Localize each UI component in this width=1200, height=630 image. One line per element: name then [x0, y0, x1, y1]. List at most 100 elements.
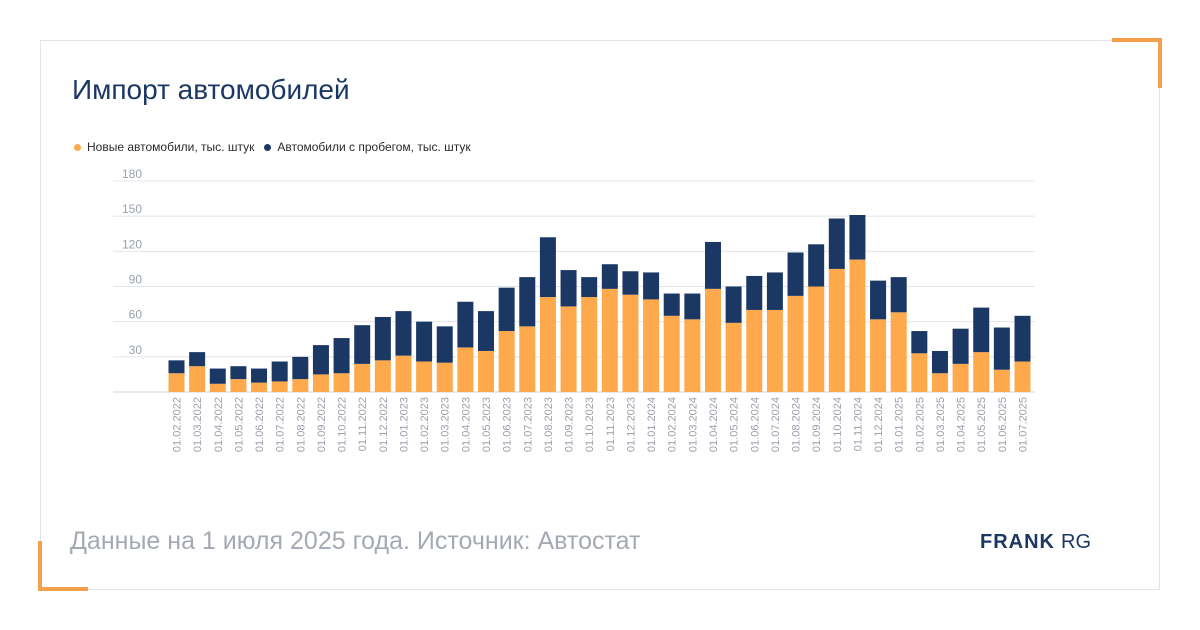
- x-tick-label: 01.07.2023: [522, 397, 534, 452]
- x-tick-label: 01.12.2024: [873, 397, 885, 452]
- bar-used: [395, 311, 412, 356]
- x-tick-label: 01.03.2023: [440, 397, 452, 452]
- bar-new: [230, 379, 247, 392]
- bar-new: [643, 299, 660, 392]
- x-tick-label: 01.05.2024: [729, 397, 741, 452]
- x-tick-label: 01.04.2024: [708, 397, 720, 452]
- x-tick-label: 01.09.2023: [564, 397, 576, 452]
- bar-new: [973, 352, 990, 392]
- bar-new: [704, 288, 721, 392]
- bar-used: [1014, 315, 1031, 362]
- bar-used: [952, 328, 969, 364]
- x-tick-label: 01.10.2024: [832, 397, 844, 452]
- bar-used: [890, 277, 907, 313]
- x-tick-label: 01.01.2024: [646, 397, 658, 452]
- bar-new: [416, 361, 433, 392]
- x-tick-label: 01.01.2025: [894, 397, 906, 452]
- x-tick-label: 01.11.2022: [357, 397, 369, 451]
- bar-used: [787, 252, 804, 296]
- bar-new: [787, 295, 804, 392]
- bar-new: [725, 322, 742, 392]
- x-tick-label: 01.08.2024: [791, 397, 803, 452]
- bar-used: [849, 214, 866, 260]
- x-tick-label: 01.12.2022: [378, 397, 390, 452]
- y-tick-label: 150: [122, 202, 142, 216]
- chart-title: Импорт автомобилей: [72, 74, 350, 105]
- bar-new: [519, 326, 536, 392]
- source-note: Данные на 1 июля 2025 года. Источник: Ав…: [70, 527, 641, 555]
- x-tick-label: 01.02.2022: [172, 397, 184, 452]
- bar-used: [725, 286, 742, 323]
- bar-used: [230, 366, 247, 380]
- bar-used: [251, 368, 268, 383]
- x-tick-label: 01.05.2023: [481, 397, 493, 452]
- bar-new: [436, 362, 453, 392]
- bar-new: [601, 288, 618, 392]
- x-tick-label: 01.03.2025: [935, 397, 947, 452]
- bar-new: [168, 373, 185, 392]
- bar-used: [622, 271, 639, 295]
- legend-dot-used: [264, 143, 272, 151]
- bar-new: [993, 369, 1010, 392]
- bar-used: [416, 321, 433, 362]
- bar-used: [292, 356, 309, 380]
- bar-new: [663, 315, 680, 392]
- legend-label-used: Автомобили с пробегом, тыс. штук: [277, 140, 471, 154]
- bar-used: [312, 345, 329, 375]
- x-tick-label: 01.08.2023: [543, 397, 555, 452]
- bar-used: [478, 311, 495, 351]
- brand-secondary: RG: [1061, 531, 1091, 553]
- bar-new: [478, 350, 495, 392]
- bar-used: [374, 316, 391, 361]
- y-tick-label: 180: [122, 167, 142, 181]
- legend-item-new: Новые автомобили, тыс. штук: [74, 140, 254, 154]
- bar-new: [911, 353, 928, 392]
- bar-used: [684, 293, 701, 320]
- bar-new: [931, 373, 948, 392]
- bar-used: [746, 275, 763, 310]
- bar-used: [457, 301, 474, 348]
- x-tick-label: 01.07.2025: [1018, 397, 1030, 452]
- x-tick-label: 01.04.2025: [956, 397, 968, 452]
- x-tick-label: 01.09.2022: [316, 397, 328, 452]
- x-tick-label: 01.06.2025: [997, 397, 1009, 452]
- bar-used: [271, 361, 288, 382]
- bar-used: [333, 338, 350, 374]
- x-tick-label: 01.10.2022: [337, 397, 349, 452]
- x-tick-label: 01.09.2024: [811, 397, 823, 452]
- x-tick-label: 01.03.2022: [192, 397, 204, 452]
- bar-new: [622, 294, 639, 392]
- x-tick-label: 01.07.2022: [275, 397, 287, 452]
- bar-new: [766, 309, 783, 392]
- bar-new: [209, 383, 226, 392]
- bar-new: [539, 297, 556, 392]
- bar-new: [189, 366, 206, 392]
- bar-used: [168, 360, 185, 374]
- corner-accent-top-right: [1112, 38, 1162, 88]
- bar-used: [560, 270, 577, 307]
- bar-used: [498, 287, 515, 332]
- bar-new: [292, 379, 309, 392]
- bar-used: [870, 280, 887, 320]
- bar-new: [271, 381, 288, 392]
- bar-new: [333, 373, 350, 392]
- bar-new: [890, 312, 907, 392]
- legend-label-new: Новые автомобили, тыс. штук: [87, 140, 255, 154]
- bar-used: [931, 350, 948, 374]
- bar-used: [354, 325, 371, 364]
- bar-new: [498, 331, 515, 392]
- x-tick-label: 01.02.2023: [419, 397, 431, 452]
- bar-new: [581, 297, 598, 392]
- bar-new: [746, 309, 763, 392]
- bar-new: [828, 268, 845, 392]
- bar-used: [704, 241, 721, 289]
- x-tick-label: 01.01.2023: [398, 397, 410, 452]
- x-tick-label: 01.04.2022: [213, 397, 225, 452]
- bar-used: [436, 326, 453, 363]
- x-tick-label: 01.06.2022: [254, 397, 266, 452]
- x-tick-label: 01.07.2024: [770, 397, 782, 452]
- y-tick-label: 60: [129, 308, 143, 322]
- bar-used: [189, 352, 206, 367]
- corner-accent-bottom-left: [38, 541, 88, 591]
